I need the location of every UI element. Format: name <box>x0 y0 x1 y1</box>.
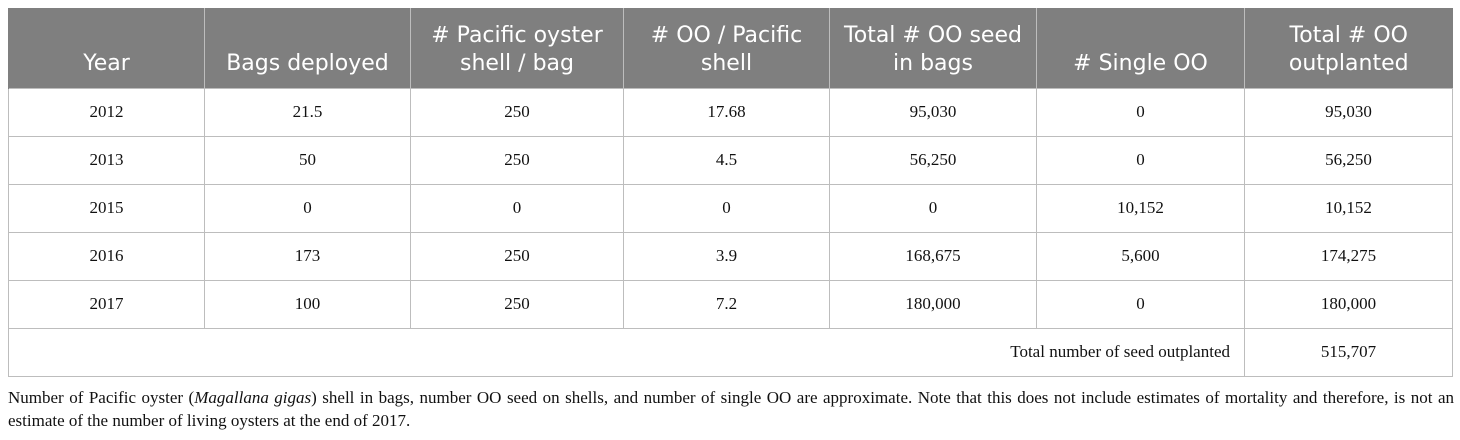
header-row: Year Bags deployed # Pacific oyster shell … <box>8 8 1453 88</box>
note-text: ) shell in bags, number OO seed on shell… <box>8 388 1455 430</box>
data-table: Year Bags deployed # Pacific oyster shell … <box>8 8 1453 377</box>
table-row: 2016 173 250 3.9 168,675 5,600 174,275 <box>8 231 1453 281</box>
table-row: 2013 50 250 4.5 56,250 0 56,250 <box>8 135 1453 185</box>
table-cell: 174,275 <box>1244 231 1453 281</box>
table-cell: 2017 <box>8 279 205 329</box>
table-cell: 56,250 <box>1244 135 1453 185</box>
table-row: 2017 100 250 7.2 180,000 0 180,000 <box>8 279 1453 329</box>
table-cell: 50 <box>204 135 411 185</box>
table-cell: 0 <box>829 183 1037 233</box>
table-cell: 100 <box>204 279 411 329</box>
column-header: Total # OO outplanted <box>1244 8 1453 88</box>
column-header: # OO / Pacific shell <box>623 8 830 88</box>
table-cell: 0 <box>410 183 624 233</box>
table-cell: 250 <box>410 87 624 137</box>
table-cell: 2016 <box>8 231 205 281</box>
total-value: 515,707 <box>1244 327 1453 377</box>
table-cell: 0 <box>1036 135 1245 185</box>
table-row: 2012 21.5 250 17.68 95,030 0 95,030 <box>8 87 1453 137</box>
table-cell: 10,152 <box>1244 183 1453 233</box>
table-cell: 0 <box>1036 87 1245 137</box>
table-cell: 7.2 <box>623 279 830 329</box>
table-cell: 173 <box>204 231 411 281</box>
table-note: Number of Pacific oyster (Magallana giga… <box>8 386 1454 432</box>
table-cell: 2015 <box>8 183 205 233</box>
table-cell: 180,000 <box>1244 279 1453 329</box>
table-header: Year Bags deployed # Pacific oyster shell … <box>8 8 1453 88</box>
note-species: Magallana gigas <box>194 388 312 407</box>
table-cell: 21.5 <box>204 87 411 137</box>
total-label: Total number of seed outplanted <box>8 327 1245 377</box>
table-cell: 4.5 <box>623 135 830 185</box>
column-header: Year <box>8 8 205 88</box>
table-cell: 10,152 <box>1036 183 1245 233</box>
table-cell: 95,030 <box>1244 87 1453 137</box>
column-header: Total # OO seed in bags <box>829 8 1037 88</box>
table-cell: 250 <box>410 135 624 185</box>
column-header: Bags deployed <box>204 8 411 88</box>
table-cell: 250 <box>410 231 624 281</box>
table-cell: 2013 <box>8 135 205 185</box>
table-cell: 17.68 <box>623 87 830 137</box>
table-cell: 0 <box>204 183 411 233</box>
table-cell: 0 <box>623 183 830 233</box>
table-cell: 168,675 <box>829 231 1037 281</box>
table-cell: 3.9 <box>623 231 830 281</box>
table-cell: 95,030 <box>829 87 1037 137</box>
table-cell: 56,250 <box>829 135 1037 185</box>
table-cell: 5,600 <box>1036 231 1245 281</box>
total-row: Total number of seed outplanted 515,707 <box>8 327 1453 377</box>
note-text: Number of Pacific oyster ( <box>8 388 195 407</box>
column-header: # Pacific oyster shell / bag <box>410 8 624 88</box>
column-header: # Single OO <box>1036 8 1245 88</box>
table-body: 2012 21.5 250 17.68 95,030 0 95,030 2013 50 250 4.… <box>8 87 1453 377</box>
table-cell: 0 <box>1036 279 1245 329</box>
table-row: 2015 0 0 0 0 10,152 10,152 <box>8 183 1453 233</box>
table-cell: 250 <box>410 279 624 329</box>
table-cell: 180,000 <box>829 279 1037 329</box>
table-cell: 2012 <box>8 87 205 137</box>
